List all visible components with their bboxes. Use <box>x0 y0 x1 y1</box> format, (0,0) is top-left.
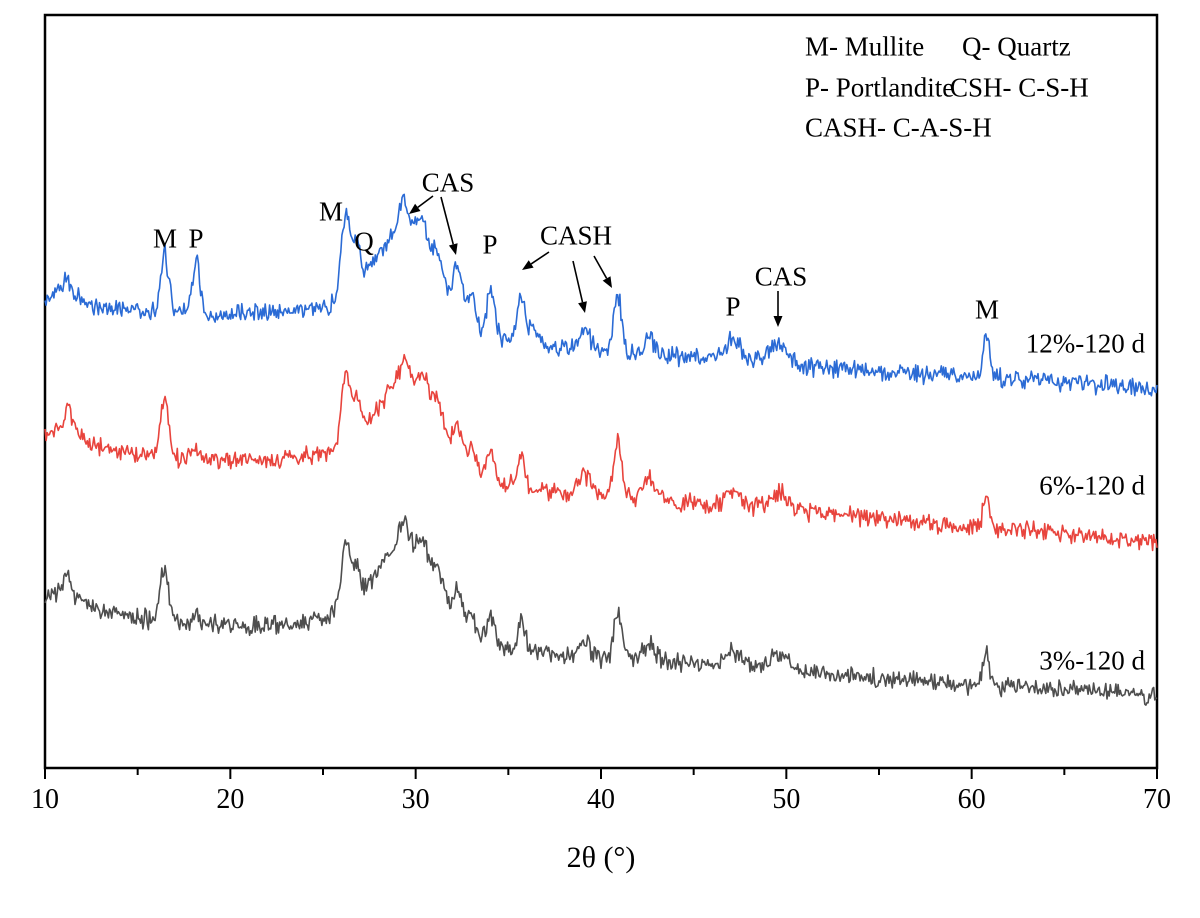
annotation-arrow-line <box>417 195 434 209</box>
annotation-arrow-head <box>409 203 421 214</box>
trace-6pct-120d <box>44 353 1158 552</box>
peak-label-q1: Q <box>354 226 374 257</box>
annotation-arrow-head <box>602 276 612 288</box>
annotation-arrow-head <box>522 260 534 270</box>
x-tick-label: 10 <box>31 784 59 815</box>
peak-label-p3: P <box>725 291 741 322</box>
x-tick-label: 40 <box>587 784 615 815</box>
annotation-arrow-line <box>530 251 550 265</box>
x-tick-label: 60 <box>957 784 986 815</box>
peak-label-m1: M <box>152 223 178 254</box>
peak-label-cas2: CAS <box>754 261 808 292</box>
x-axis-title: 2θ (°) <box>566 841 636 874</box>
peak-label-p2: P <box>482 229 498 260</box>
trace-12pct-120d <box>44 193 1158 397</box>
annotation-arrow-line <box>572 260 584 303</box>
annotation-arrow-head <box>773 316 783 327</box>
annotation-arrow-head <box>448 243 458 255</box>
peak-label-m3: M <box>974 294 1000 325</box>
legend-item-mullite: M- Mullite <box>805 31 925 62</box>
x-tick-label: 30 <box>401 784 430 815</box>
legend-item-portlandite: P- Portlandite <box>805 72 955 103</box>
x-tick-label: 50 <box>772 784 801 815</box>
peak-label-cash1: CASH <box>539 220 613 251</box>
peak-label-cas1: CAS <box>421 167 475 198</box>
trace-3pct-120d <box>44 515 1158 706</box>
peak-label-p1: P <box>188 223 204 254</box>
annotation-arrow-head <box>578 301 587 313</box>
series-label-6pct: 6%-120 d <box>1039 470 1145 501</box>
x-tick-label: 20 <box>216 784 245 815</box>
legend-item-cash: CASH- C-A-S-H <box>805 112 992 143</box>
legend-item-quartz: Q- Quartz <box>962 31 1071 62</box>
annotation-arrow-line <box>440 196 455 245</box>
series-label-3pct: 3%-120 d <box>1039 645 1145 676</box>
series-label-12pct: 12%-120 d <box>1025 328 1145 359</box>
x-tick-label: 70 <box>1143 784 1171 815</box>
peak-label-m2: M <box>318 196 344 227</box>
annotation-arrow-line <box>593 255 608 279</box>
legend-item-csh: CSH- C-S-H <box>950 72 1089 103</box>
